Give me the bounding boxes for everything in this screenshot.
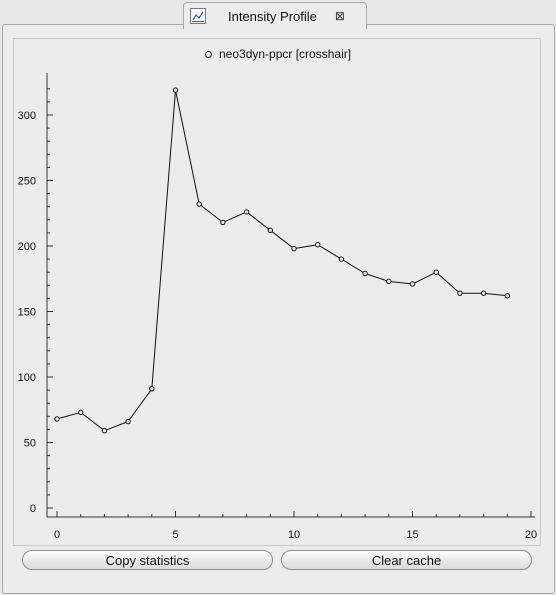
data-point <box>149 386 155 392</box>
y-tick-label: 50 <box>24 438 36 450</box>
plot-axes: 0 50 100 150 200 250 300 0 5 10 15 20 <box>18 73 537 541</box>
close-icon[interactable]: ⊠ <box>334 9 345 23</box>
data-point <box>362 270 368 277</box>
x-tick-label: 15 <box>406 529 418 541</box>
y-tick-label: 150 <box>18 307 36 319</box>
data-point <box>267 227 273 233</box>
x-tick-label: 10 <box>288 529 300 541</box>
data-point <box>386 278 392 285</box>
y-tick-label: 100 <box>18 372 36 384</box>
chart-icon <box>190 8 206 24</box>
chart-panel <box>13 38 541 546</box>
data-point <box>101 428 108 434</box>
data-point <box>172 87 179 93</box>
x-tick-label: 0 <box>54 529 60 541</box>
y-tick-label: 300 <box>18 110 36 122</box>
x-tick-label: 5 <box>172 529 178 541</box>
y-tick-label: 250 <box>18 176 36 188</box>
x-tick-label: 20 <box>525 529 537 541</box>
tab-intensity-profile[interactable]: Intensity Profile ⊠ <box>183 2 367 29</box>
data-point <box>78 409 84 416</box>
data-point <box>480 290 487 296</box>
clear-cache-button[interactable]: Clear cache <box>281 550 532 570</box>
plot-series <box>54 87 510 434</box>
data-point <box>291 245 297 252</box>
data-point <box>243 209 250 215</box>
y-tick-label: 200 <box>18 241 36 253</box>
data-point <box>457 290 463 296</box>
y-tick-label: 0 <box>30 503 36 515</box>
data-point <box>54 416 60 422</box>
legend-marker <box>205 50 212 58</box>
legend-label: neo3dyn-ppcr [crosshair] <box>219 47 352 61</box>
series-line <box>56 89 508 432</box>
data-point <box>338 256 345 262</box>
data-point <box>196 201 202 207</box>
data-point <box>433 269 439 275</box>
data-point <box>220 219 226 226</box>
data-point <box>409 281 416 287</box>
legend: neo3dyn-ppcr [crosshair] <box>205 47 351 61</box>
copy-statistics-button[interactable]: Copy statistics <box>22 550 273 570</box>
data-point <box>504 293 510 299</box>
data-point <box>315 241 321 248</box>
data-point <box>125 418 131 425</box>
tab-title: Intensity Profile <box>228 8 317 24</box>
